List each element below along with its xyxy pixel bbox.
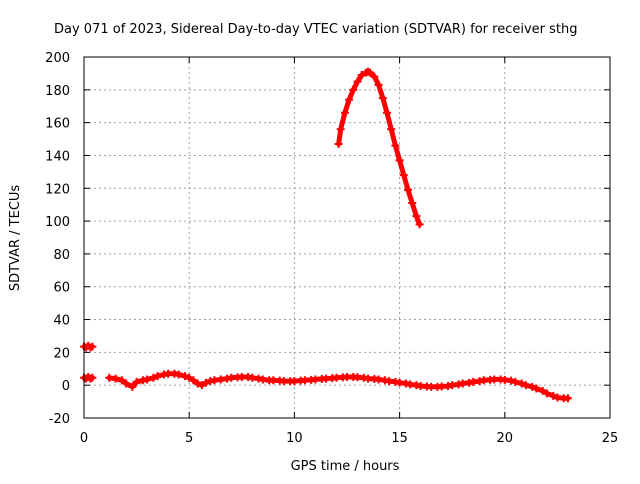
data-point	[563, 394, 572, 403]
data-point	[88, 342, 97, 351]
data-point	[345, 95, 354, 104]
y-tick-label: 80	[53, 248, 70, 263]
data-point	[122, 379, 131, 388]
data-point	[185, 373, 194, 382]
axis-ticks	[83, 56, 611, 419]
x-tick-label: 5	[185, 431, 193, 446]
y-axis-label: SDTVAR / TECUs	[8, 185, 23, 292]
data-point	[395, 156, 404, 165]
data-point	[399, 171, 408, 180]
data-point	[353, 77, 362, 86]
sdtvar-low-segment-1	[80, 372, 97, 383]
y-axis-tick-labels: -20 0 20 40 60 80 100 120 140 160 180 200	[45, 51, 70, 427]
y-tick-label: 100	[45, 215, 70, 230]
data-point	[528, 382, 537, 391]
data-point	[404, 185, 413, 194]
data-point	[366, 68, 375, 77]
sdtvar-arc	[334, 67, 424, 229]
x-tick-label: 25	[602, 431, 619, 446]
data-point	[511, 377, 520, 386]
y-tick-label: 140	[45, 149, 70, 164]
sdtvar-high-start	[80, 341, 97, 352]
y-tick-label: 40	[53, 314, 70, 329]
data-series	[80, 67, 572, 403]
plot-area-frame	[83, 56, 611, 419]
y-tick-label: 200	[45, 51, 70, 66]
data-point	[149, 373, 158, 382]
data-point	[382, 108, 391, 117]
x-tick-label: 0	[80, 431, 88, 446]
data-point	[374, 80, 383, 89]
data-point	[128, 382, 137, 391]
y-tick-label: 120	[45, 182, 70, 197]
x-tick-label: 15	[391, 431, 408, 446]
data-point	[391, 141, 400, 150]
x-tick-label: 10	[286, 431, 303, 446]
data-point	[111, 374, 120, 383]
data-point	[349, 85, 358, 94]
data-point	[336, 125, 345, 134]
x-axis-tick-labels: 0 5 10 15 20 25	[80, 431, 618, 446]
data-point	[370, 72, 379, 81]
data-point	[538, 386, 547, 395]
data-point	[357, 71, 366, 80]
data-point	[143, 375, 152, 384]
data-point	[532, 384, 541, 393]
y-tick-label: 0	[62, 379, 70, 394]
chart-title: Day 071 of 2023, Sidereal Day-to-day VTE…	[54, 22, 578, 37]
data-point	[517, 379, 526, 388]
data-point	[334, 139, 343, 148]
data-point	[542, 389, 551, 398]
data-point	[549, 391, 558, 400]
data-point	[412, 212, 421, 221]
data-point	[408, 199, 417, 208]
data-point	[193, 379, 202, 388]
data-point	[415, 220, 424, 229]
data-point	[521, 381, 530, 390]
data-point	[202, 378, 211, 387]
sdtvar-low-segment-2	[105, 369, 572, 403]
data-point	[387, 125, 396, 134]
y-tick-label: 160	[45, 117, 70, 132]
data-point	[378, 94, 387, 103]
data-point	[88, 373, 97, 382]
x-tick-label: 20	[497, 431, 514, 446]
data-point	[117, 376, 126, 385]
y-tick-label: -20	[49, 412, 70, 427]
y-tick-label: 180	[45, 84, 70, 99]
sdtvar-arc-line	[336, 69, 423, 227]
data-point	[189, 376, 198, 385]
data-point	[340, 108, 349, 117]
y-tick-label: 60	[53, 281, 70, 296]
data-point	[197, 381, 206, 390]
y-tick-label: 20	[53, 346, 70, 361]
x-axis-label: GPS time / hours	[291, 459, 400, 474]
data-point	[132, 377, 141, 386]
data-point	[174, 370, 183, 379]
data-point	[507, 376, 516, 385]
data-point	[180, 372, 189, 381]
grid-lines	[84, 57, 610, 418]
data-point	[153, 372, 162, 381]
